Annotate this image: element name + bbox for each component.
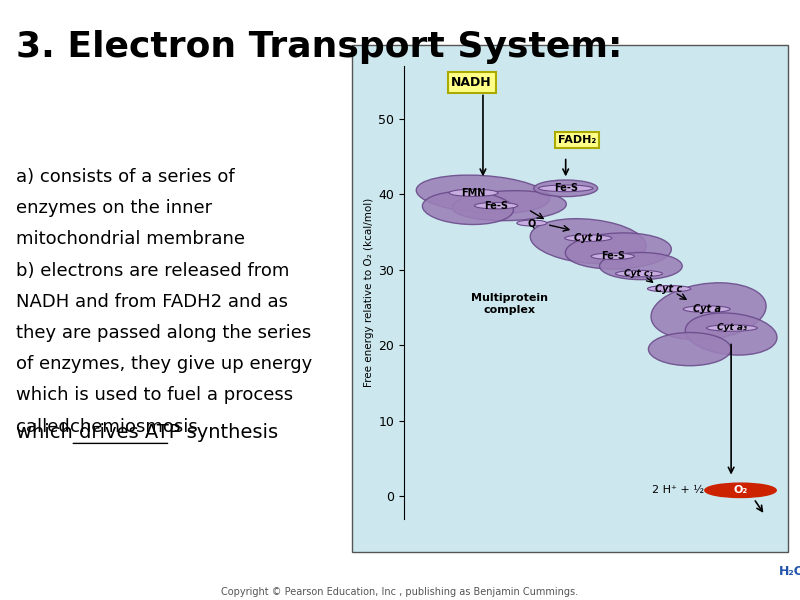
- Text: Cyt a₃: Cyt a₃: [717, 323, 747, 332]
- Ellipse shape: [647, 286, 690, 292]
- Text: Fe-S: Fe-S: [601, 251, 625, 261]
- Ellipse shape: [706, 325, 758, 331]
- Text: O₂: O₂: [734, 485, 748, 496]
- Text: Q: Q: [528, 218, 536, 228]
- Text: Fe-S: Fe-S: [484, 200, 508, 211]
- Ellipse shape: [422, 191, 514, 224]
- Text: 3. Electron Transport System:: 3. Electron Transport System:: [16, 30, 622, 64]
- Text: Fe-S: Fe-S: [554, 184, 578, 193]
- Text: enzymes on the inner: enzymes on the inner: [16, 199, 212, 217]
- Text: chemiosmosis: chemiosmosis: [70, 418, 198, 436]
- Text: b) electrons are released from: b) electrons are released from: [16, 262, 290, 280]
- Ellipse shape: [452, 191, 566, 221]
- Text: Cyt c₁: Cyt c₁: [624, 269, 654, 278]
- Ellipse shape: [651, 283, 766, 340]
- Ellipse shape: [591, 253, 634, 259]
- Text: H₂O: H₂O: [779, 565, 800, 578]
- Ellipse shape: [530, 218, 646, 263]
- Text: FMN: FMN: [462, 188, 486, 198]
- Text: of enzymes, they give up energy: of enzymes, they give up energy: [16, 355, 312, 373]
- Text: Cyt c: Cyt c: [655, 284, 682, 294]
- Text: Copyright © Pearson Education, Inc , publishing as Benjamin Cummings.: Copyright © Pearson Education, Inc , pub…: [222, 587, 578, 597]
- Ellipse shape: [615, 271, 662, 277]
- Ellipse shape: [517, 220, 547, 226]
- Ellipse shape: [538, 185, 593, 191]
- Text: called: called: [16, 418, 75, 436]
- Y-axis label: Free energy relative to O₂ (kcal/mol): Free energy relative to O₂ (kcal/mol): [364, 198, 374, 387]
- Text: Cyt b: Cyt b: [574, 233, 602, 243]
- Text: which is used to fuel a process: which is used to fuel a process: [16, 386, 293, 404]
- Text: they are passed along the series: they are passed along the series: [16, 324, 311, 342]
- Text: NADH: NADH: [451, 76, 492, 89]
- Text: mitochondrial membrane: mitochondrial membrane: [16, 230, 245, 248]
- Text: NADH and from FADH2 and as: NADH and from FADH2 and as: [16, 293, 288, 311]
- Ellipse shape: [649, 332, 731, 366]
- FancyBboxPatch shape: [352, 45, 788, 552]
- Ellipse shape: [683, 306, 730, 313]
- Ellipse shape: [416, 175, 550, 214]
- Text: Cyt a: Cyt a: [693, 304, 721, 314]
- Ellipse shape: [566, 233, 671, 269]
- Text: 2 H⁺ + ½: 2 H⁺ + ½: [653, 485, 705, 496]
- Ellipse shape: [599, 253, 682, 280]
- Circle shape: [705, 483, 776, 497]
- Text: Multiprotein
complex: Multiprotein complex: [470, 293, 548, 314]
- Ellipse shape: [565, 235, 612, 241]
- Ellipse shape: [686, 313, 777, 355]
- Text: a) consists of a series of: a) consists of a series of: [16, 168, 234, 186]
- Text: which drives ATP synthesis: which drives ATP synthesis: [16, 423, 278, 442]
- Text: FADH₂: FADH₂: [558, 135, 596, 145]
- Ellipse shape: [534, 180, 598, 197]
- Ellipse shape: [449, 189, 498, 196]
- Ellipse shape: [474, 202, 518, 209]
